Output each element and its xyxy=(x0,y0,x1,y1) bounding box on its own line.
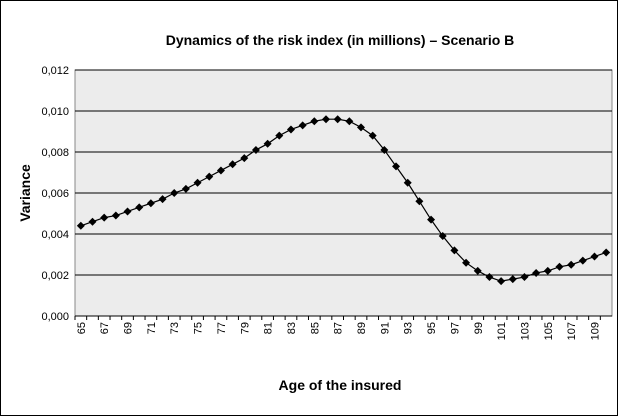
marker xyxy=(193,178,202,187)
marker xyxy=(368,131,377,140)
marker xyxy=(415,197,424,206)
marker xyxy=(321,115,330,124)
chart-title: Dynamics of the risk index (in millions)… xyxy=(166,32,515,48)
marker xyxy=(508,275,517,284)
marker xyxy=(590,252,599,261)
marker xyxy=(427,215,436,224)
marker xyxy=(181,184,190,193)
x-tick-label: 93 xyxy=(403,322,415,334)
x-tick-label: 85 xyxy=(309,322,321,334)
marker xyxy=(357,123,366,132)
marker xyxy=(216,166,225,175)
marker xyxy=(555,262,564,271)
y-tick-label: 0,004 xyxy=(41,229,69,241)
x-tick-label: 91 xyxy=(379,322,391,334)
marker xyxy=(485,273,494,282)
x-tick-label: 65 xyxy=(76,322,88,334)
x-tick-label: 67 xyxy=(99,322,111,334)
x-tick-label: 79 xyxy=(239,322,251,334)
y-axis-title: Variance xyxy=(17,164,33,222)
x-tick-label: 99 xyxy=(473,322,485,334)
x-tick-label: 89 xyxy=(356,322,368,334)
x-tick-label: 97 xyxy=(449,322,461,334)
marker xyxy=(88,217,97,226)
x-tick-label: 95 xyxy=(426,322,438,334)
x-tick-label: 87 xyxy=(333,322,345,334)
x-tick-label: 103 xyxy=(519,322,531,340)
marker xyxy=(135,203,144,212)
marker xyxy=(520,273,529,282)
marker xyxy=(403,178,412,187)
marker xyxy=(567,260,576,269)
x-tick-label: 105 xyxy=(543,322,555,340)
y-tick-label: 0,006 xyxy=(41,188,69,200)
x-tick-label: 73 xyxy=(169,322,181,334)
x-tick-label: 81 xyxy=(263,322,275,334)
marker xyxy=(123,207,132,216)
x-tick-label: 77 xyxy=(216,322,228,334)
y-tick-label: 0,002 xyxy=(41,270,69,282)
x-tick-label: 69 xyxy=(123,322,135,334)
y-tick-label: 0,000 xyxy=(41,311,69,323)
marker xyxy=(275,131,284,140)
marker xyxy=(497,277,506,286)
marker xyxy=(602,248,611,257)
x-tick-label: 83 xyxy=(286,322,298,334)
marker xyxy=(333,115,342,124)
marker xyxy=(146,199,155,208)
line xyxy=(80,118,607,282)
marker xyxy=(76,221,85,230)
marker xyxy=(438,232,447,241)
x-tick-label: 109 xyxy=(589,322,601,340)
y-tick-label: 0,010 xyxy=(41,106,69,118)
marker xyxy=(240,154,249,163)
marker xyxy=(170,189,179,197)
marker xyxy=(380,145,389,154)
marker xyxy=(298,121,307,130)
marker xyxy=(462,258,471,267)
marker xyxy=(392,162,401,171)
marker xyxy=(251,145,260,154)
marker xyxy=(263,139,272,148)
marker xyxy=(473,266,482,275)
marker xyxy=(286,125,295,134)
x-tick-label: 75 xyxy=(193,322,205,334)
marker xyxy=(205,172,214,181)
x-tick-label: 107 xyxy=(566,322,578,340)
y-tick-label: 0,008 xyxy=(41,147,69,159)
marker xyxy=(543,266,552,275)
x-tick-label: 71 xyxy=(146,322,158,334)
x-tick-label: 101 xyxy=(496,322,508,340)
marker xyxy=(158,195,167,204)
marker xyxy=(450,246,459,255)
marker xyxy=(532,268,541,277)
marker xyxy=(228,160,237,169)
x-axis-title: Age of the insured xyxy=(279,377,402,393)
marker xyxy=(578,256,587,265)
marker xyxy=(100,213,109,222)
marker xyxy=(310,117,319,126)
marker xyxy=(345,117,354,126)
y-tick-label: 0,012 xyxy=(41,65,69,77)
marker xyxy=(111,211,120,220)
